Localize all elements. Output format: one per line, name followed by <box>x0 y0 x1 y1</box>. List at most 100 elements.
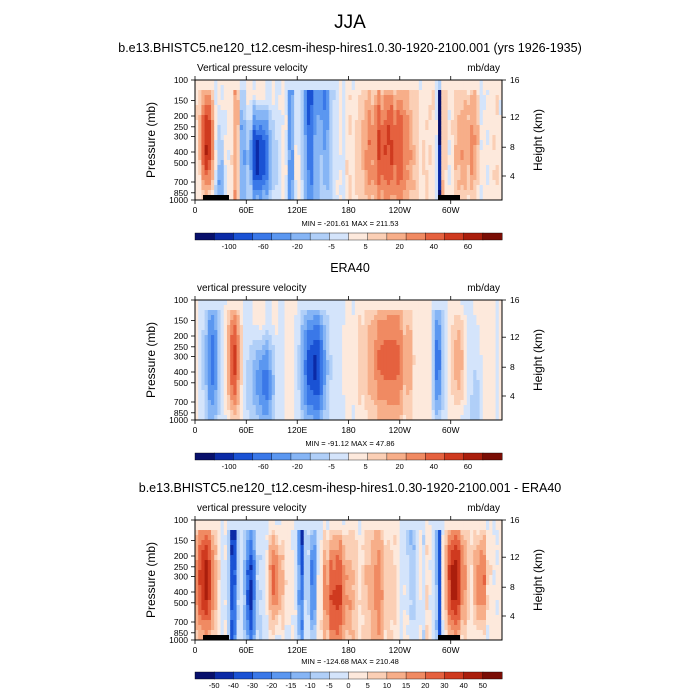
field-cell <box>246 195 250 201</box>
field-cell <box>252 370 257 376</box>
field-cell <box>303 390 308 396</box>
field-cell <box>220 380 225 386</box>
field-cell <box>393 345 397 351</box>
field-cell <box>300 190 305 196</box>
field-cell <box>223 170 228 176</box>
field-cell <box>252 125 257 131</box>
field-cell <box>226 385 231 391</box>
field-cell <box>463 375 468 381</box>
x-tick-label: 60E <box>239 205 254 215</box>
field-cell <box>492 370 497 376</box>
field-cell <box>406 350 410 356</box>
field-cell <box>310 340 314 346</box>
field-cell <box>454 150 458 156</box>
field-cell <box>214 155 218 161</box>
field-cell <box>450 80 455 86</box>
field-cell <box>351 180 356 186</box>
field-cell <box>348 315 353 321</box>
field-cell <box>415 345 420 351</box>
field-cell <box>220 405 225 411</box>
field-cell <box>486 370 490 376</box>
field-cell <box>262 385 266 391</box>
field-cell <box>242 100 247 106</box>
field-cell <box>332 185 337 191</box>
field-cell <box>201 340 205 346</box>
field-cell <box>434 370 439 376</box>
field-cell <box>374 350 378 356</box>
field-cell <box>386 120 391 126</box>
field-cell <box>236 95 241 101</box>
field-cell <box>386 190 391 196</box>
field-cell <box>313 125 317 131</box>
field-cell <box>358 180 362 186</box>
field-cell <box>447 180 452 186</box>
field-cell <box>210 395 215 401</box>
field-cell <box>297 95 301 101</box>
field-cell <box>450 125 455 131</box>
colorbar-box <box>405 232 426 241</box>
field-cell <box>425 385 429 391</box>
field-cell <box>390 360 394 366</box>
field-cell <box>204 560 209 566</box>
field-cell <box>383 115 388 121</box>
x-tick-label: 180 <box>341 425 355 435</box>
field-cell <box>249 395 253 401</box>
field-cell <box>306 115 311 121</box>
field-cell <box>354 175 359 181</box>
field-cell <box>249 305 253 311</box>
field-cell <box>377 380 381 386</box>
field-cell <box>489 145 493 151</box>
field-cell <box>482 120 487 126</box>
field-cell <box>335 100 340 106</box>
field-cell <box>383 390 388 396</box>
field-cell <box>342 385 346 391</box>
field-cell <box>287 315 292 321</box>
field-cell <box>207 530 212 536</box>
field-cell <box>249 310 253 316</box>
field-cell <box>431 375 436 381</box>
field-cell <box>393 395 397 401</box>
field-cell <box>463 125 468 131</box>
field-cell <box>287 115 292 121</box>
field-cell <box>380 415 385 421</box>
field-cell <box>498 410 503 416</box>
field-cell <box>377 180 381 186</box>
field-cell <box>217 150 221 156</box>
field-cell <box>284 115 289 121</box>
field-cell <box>300 390 305 396</box>
field-cell <box>338 395 343 401</box>
colorbar-box <box>367 452 388 461</box>
field-cell <box>495 405 500 411</box>
field-cell <box>495 310 500 316</box>
field-cell <box>438 320 442 326</box>
field-cell <box>258 165 263 171</box>
field-cell <box>316 100 321 106</box>
field-cell <box>409 130 413 136</box>
field-cell <box>214 370 218 376</box>
field-cell <box>210 335 215 341</box>
field-cell <box>319 130 324 136</box>
field-cell <box>338 415 343 421</box>
y2-tick-label: 16 <box>510 75 520 85</box>
field-cell <box>220 100 225 106</box>
field-cell <box>370 185 375 191</box>
field-cell <box>377 305 381 311</box>
field-cell <box>345 405 349 411</box>
field-cell <box>335 350 340 356</box>
field-cell <box>226 305 231 311</box>
field-cell <box>470 385 474 391</box>
field-cell <box>287 365 292 371</box>
field-cell <box>217 565 221 571</box>
field-cell <box>217 585 221 591</box>
field-cell <box>258 380 263 386</box>
field-cell <box>345 140 349 146</box>
field-cell <box>425 380 429 386</box>
field-cell <box>370 85 375 91</box>
field-cell <box>364 365 369 371</box>
field-cell <box>495 90 500 96</box>
field-cell <box>198 390 202 396</box>
field-cell <box>431 415 436 421</box>
field-cell <box>418 400 423 406</box>
field-cell <box>380 185 385 191</box>
field-cell <box>412 410 417 416</box>
